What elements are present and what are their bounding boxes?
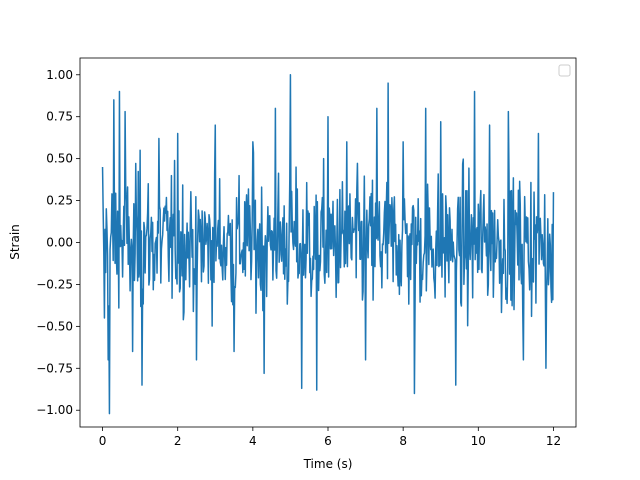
y-axis-label: Strain: [8, 224, 22, 260]
x-tick-label: 8: [399, 434, 407, 448]
x-tick-label: 0: [99, 434, 107, 448]
y-tick-label: 0.25: [46, 194, 73, 208]
x-tick-label: 6: [324, 434, 332, 448]
y-tick-label: −1.00: [36, 403, 73, 417]
series-line: [101, 74, 555, 415]
y-tick-label: −0.25: [36, 277, 73, 291]
x-tick-label: 10: [471, 434, 486, 448]
x-tick-label: 4: [249, 434, 257, 448]
y-axis: −1.00 −0.75 −0.50 −0.25 0.00 0.25 0.50 0.75 1.00: [36, 68, 80, 417]
y-tick-label: 1.00: [46, 68, 73, 82]
x-axis: 0 2 4 6 8 10 12: [99, 427, 561, 448]
plot-area: [101, 74, 555, 415]
series-group: [101, 74, 555, 415]
y-tick-label: −0.75: [36, 361, 73, 375]
x-axis-label: Time (s): [303, 457, 353, 471]
y-tick-label: −0.50: [36, 319, 73, 333]
legend-box: [558, 64, 571, 77]
y-tick-label: 0.50: [46, 152, 73, 166]
y-tick-label: 0.00: [46, 236, 73, 250]
x-tick-label: 12: [546, 434, 561, 448]
x-tick-label: 2: [174, 434, 182, 448]
y-tick-label: 0.75: [46, 110, 73, 124]
